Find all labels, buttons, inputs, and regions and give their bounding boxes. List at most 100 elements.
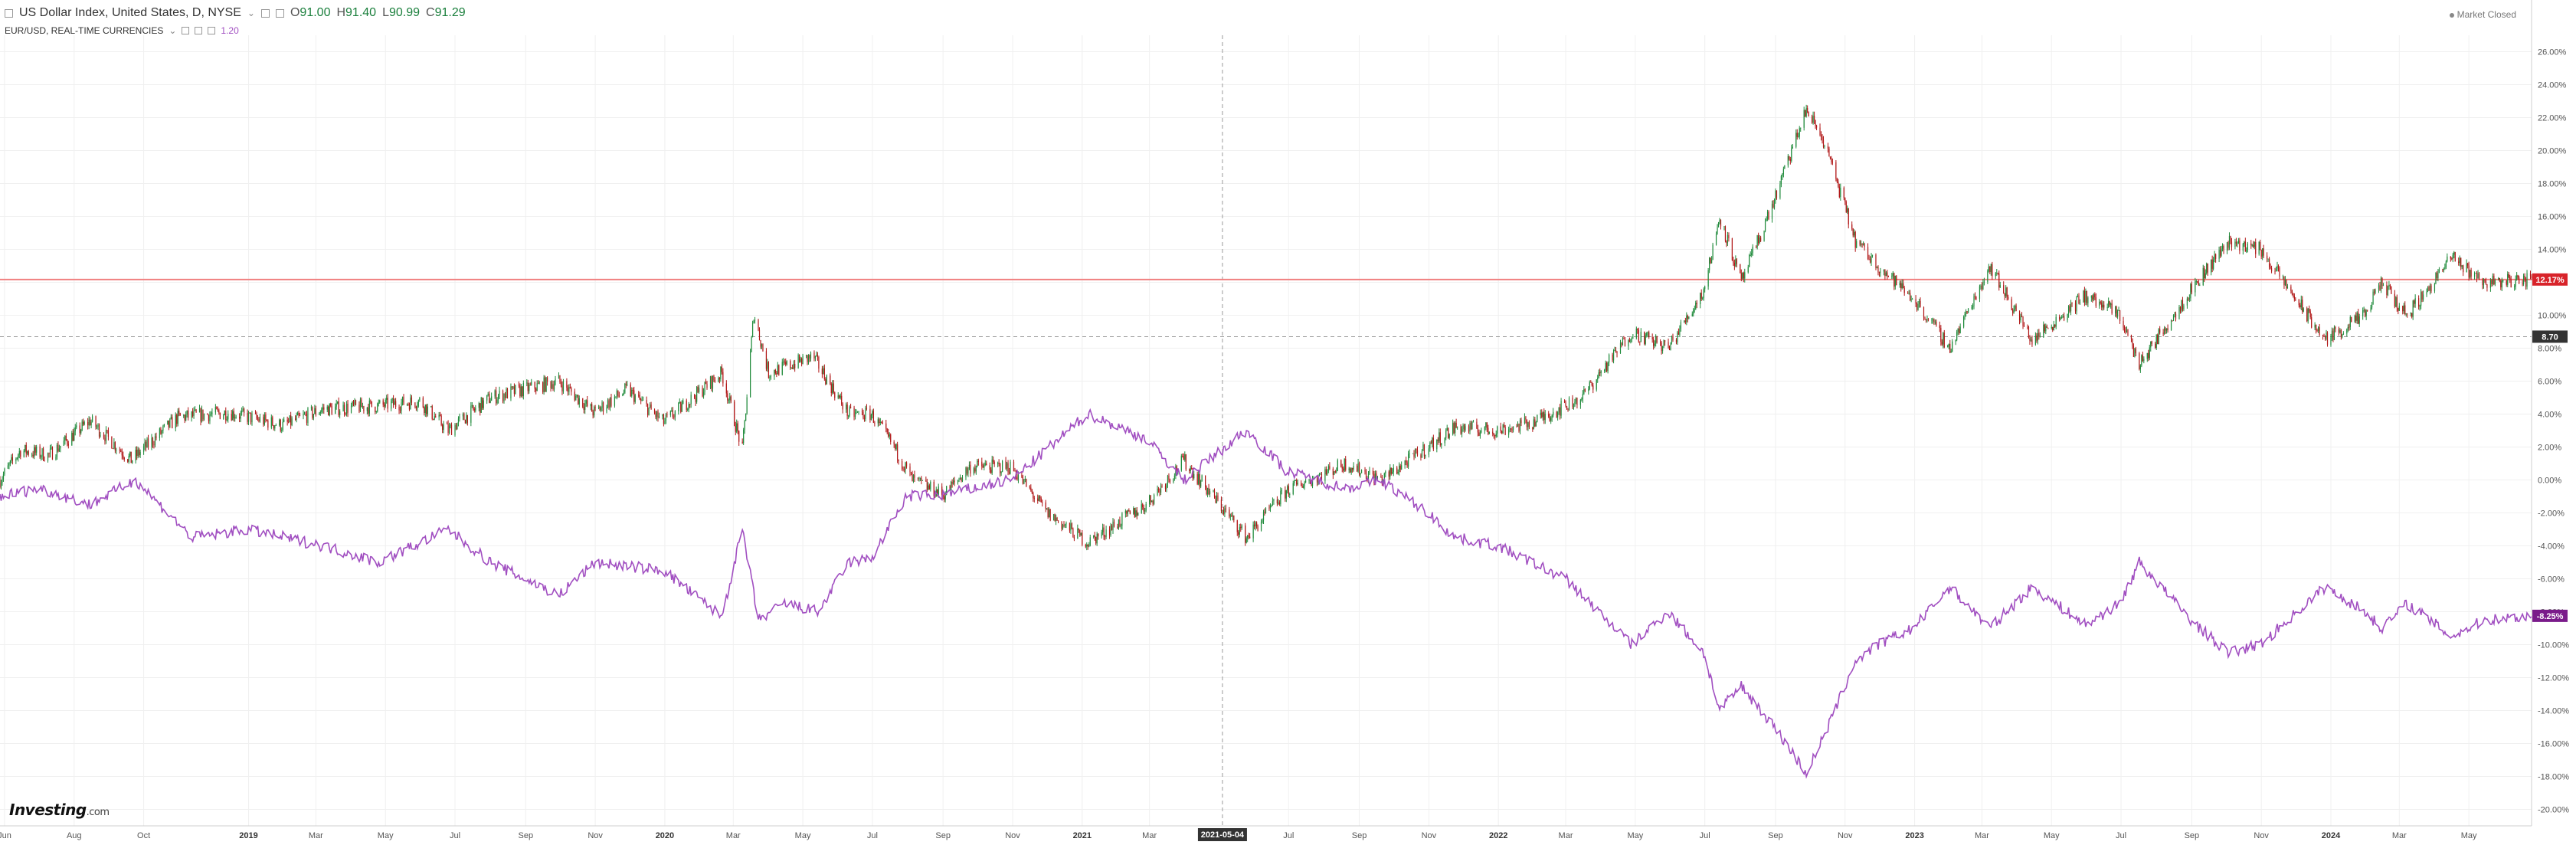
candle-body bbox=[720, 366, 722, 380]
candle-body bbox=[1112, 521, 1114, 530]
candle-body bbox=[1871, 254, 1874, 256]
candle-body bbox=[1668, 347, 1671, 350]
x-tick-label: 2023 bbox=[1905, 831, 1923, 840]
settings-icon[interactable] bbox=[195, 27, 203, 34]
candle-body bbox=[578, 398, 580, 404]
candle-body bbox=[1704, 286, 1706, 290]
candle-body bbox=[2443, 268, 2444, 270]
candle-body bbox=[1304, 482, 1305, 486]
candle-body bbox=[1581, 398, 1583, 400]
candle-body bbox=[1557, 412, 1559, 418]
candle-body bbox=[2167, 328, 2168, 330]
candle-body bbox=[2426, 291, 2427, 295]
candle-body bbox=[1208, 488, 1209, 495]
visibility-toggle-icon[interactable] bbox=[260, 8, 270, 18]
settings-icon[interactable] bbox=[275, 8, 284, 18]
candle-body bbox=[2484, 279, 2486, 281]
candle-body bbox=[1105, 529, 1107, 537]
candle-body bbox=[1766, 211, 1769, 219]
candle-body bbox=[1700, 293, 1702, 299]
candle-body bbox=[1999, 285, 2001, 288]
candle-body bbox=[2316, 330, 2318, 332]
candle-body bbox=[1848, 208, 1849, 224]
candle-body bbox=[2367, 310, 2368, 311]
candle-body bbox=[2405, 313, 2407, 315]
candle-body bbox=[1119, 519, 1121, 526]
candle-body bbox=[417, 400, 419, 406]
candle-body bbox=[1686, 316, 1687, 323]
candle-body bbox=[1184, 454, 1186, 460]
candle-body bbox=[1301, 486, 1303, 488]
candle-body bbox=[2139, 365, 2141, 369]
candle-body bbox=[81, 421, 83, 431]
candle-body bbox=[910, 472, 912, 473]
candle-body bbox=[18, 450, 20, 455]
eurusd-last-badge-bg bbox=[2532, 609, 2568, 622]
candle-body bbox=[898, 459, 899, 461]
candle-body bbox=[1262, 512, 1265, 521]
candle-body bbox=[650, 404, 652, 410]
candle-body bbox=[1614, 349, 1615, 351]
y-tick-label: 26.00% bbox=[2538, 48, 2567, 57]
candle-body bbox=[142, 446, 145, 452]
candle-body bbox=[1108, 529, 1111, 535]
candle-body bbox=[846, 404, 848, 417]
candle-body bbox=[1787, 156, 1789, 165]
candle-body bbox=[2094, 293, 2096, 298]
candle-body bbox=[648, 407, 650, 415]
candle-body bbox=[2339, 329, 2341, 333]
candle-body bbox=[1623, 338, 1625, 339]
candle-body bbox=[1348, 468, 1350, 470]
candle-body bbox=[1758, 235, 1759, 243]
candle-body bbox=[869, 408, 871, 421]
candle-body bbox=[411, 397, 413, 403]
candle-body bbox=[55, 457, 57, 460]
candle-body bbox=[1820, 134, 1822, 137]
candle-body bbox=[1621, 342, 1622, 346]
candle-body bbox=[1891, 276, 1893, 277]
candle-body bbox=[807, 355, 810, 362]
compare-title[interactable]: EUR/USD, REAL-TIME CURRENCIES bbox=[5, 25, 164, 36]
candle-body bbox=[1121, 513, 1123, 526]
candle-body bbox=[4, 468, 5, 475]
candle-body bbox=[594, 407, 596, 408]
candle-body bbox=[415, 407, 417, 408]
candle-body bbox=[1720, 219, 1722, 227]
y-tick-label: -2.00% bbox=[2538, 509, 2565, 519]
candle-body bbox=[2342, 333, 2344, 335]
collapse-legend-icon[interactable] bbox=[5, 8, 13, 18]
candle-body bbox=[1180, 456, 1182, 471]
candle-body bbox=[1340, 460, 1342, 467]
candle-body bbox=[58, 448, 61, 452]
candle-body bbox=[335, 406, 336, 414]
candle-body bbox=[345, 403, 348, 414]
symbol-title[interactable]: US Dollar Index, United States, D, NYSE bbox=[19, 6, 241, 19]
chevron-down-icon[interactable]: ⌄ bbox=[169, 25, 177, 36]
candle-body bbox=[597, 407, 600, 408]
candle-body bbox=[1648, 332, 1650, 338]
candle-body bbox=[1878, 272, 1880, 273]
candle-body bbox=[937, 490, 938, 495]
candle-body bbox=[1479, 432, 1481, 436]
candle-body bbox=[2493, 276, 2495, 284]
candle-body bbox=[1144, 510, 1146, 512]
candle-body bbox=[2227, 242, 2229, 248]
candle-body bbox=[575, 395, 577, 401]
candle-body bbox=[617, 390, 619, 396]
candle-body bbox=[60, 445, 61, 449]
candle-body bbox=[1264, 512, 1265, 513]
candle-body bbox=[1677, 332, 1678, 342]
candle-body bbox=[728, 399, 729, 401]
candle-body bbox=[1305, 480, 1307, 483]
candle-body bbox=[2422, 294, 2424, 300]
candle-body bbox=[391, 398, 393, 401]
candle-body bbox=[1560, 401, 1562, 416]
chevron-down-icon[interactable]: ⌄ bbox=[247, 8, 255, 18]
candle-body bbox=[281, 429, 283, 431]
visibility-toggle-icon[interactable] bbox=[182, 27, 190, 34]
candle-body bbox=[1943, 332, 1945, 348]
candle-body bbox=[1638, 330, 1639, 342]
candle-body bbox=[2022, 316, 2024, 326]
remove-icon[interactable] bbox=[208, 27, 216, 34]
